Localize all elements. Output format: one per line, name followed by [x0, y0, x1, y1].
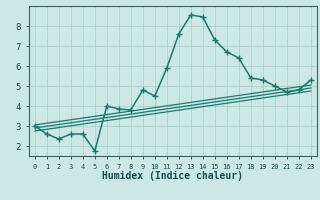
X-axis label: Humidex (Indice chaleur): Humidex (Indice chaleur): [102, 171, 243, 181]
